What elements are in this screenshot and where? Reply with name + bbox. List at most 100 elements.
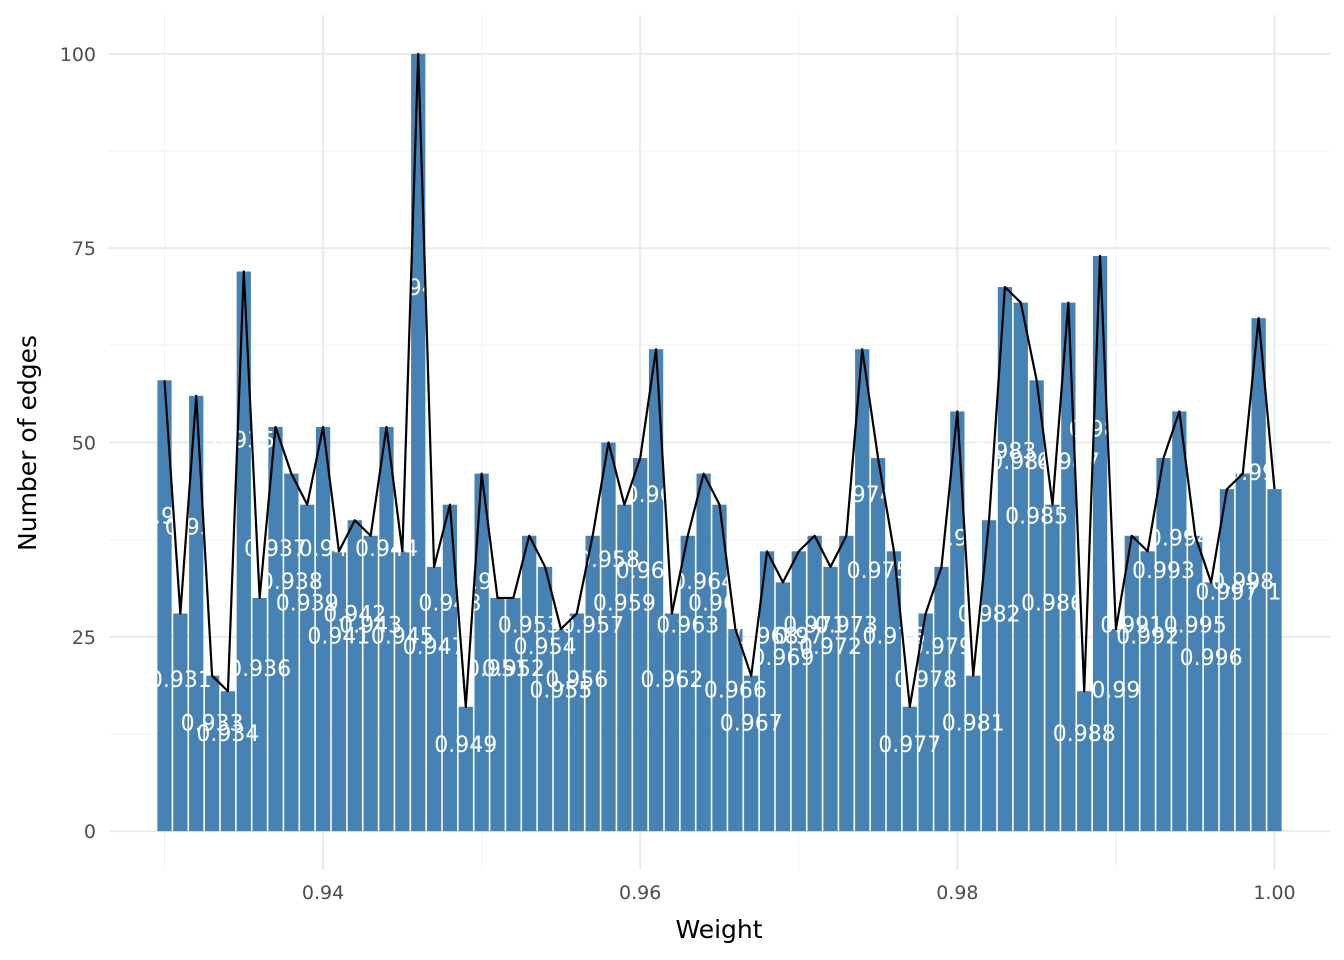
bar-label-0: 0.93 xyxy=(140,505,189,530)
x-axis-ticks: 0.94 0.96 0.98 1.00 xyxy=(302,882,1296,904)
bar-label-61: 0.991 xyxy=(1100,613,1163,638)
bar-label-56: 0.986 xyxy=(1021,592,1084,617)
bar-57 xyxy=(1061,302,1076,832)
bar-54 xyxy=(1013,302,1028,832)
bar-label-47: 0.977 xyxy=(878,733,941,758)
bar-67 xyxy=(1219,489,1235,832)
bar-label-67: 0.997 xyxy=(1195,581,1258,606)
y-tick-label-2: 50 xyxy=(72,433,96,455)
bar-61 xyxy=(1124,535,1139,832)
bar-48 xyxy=(918,613,933,832)
bar-label-12: 0.942 xyxy=(323,603,386,628)
bar-40 xyxy=(791,551,806,832)
bar-label-4: 0.934 xyxy=(196,722,259,747)
bar-65 xyxy=(1188,535,1203,832)
bar-70 xyxy=(1267,489,1282,832)
bar-label-69: 0.999 xyxy=(1227,461,1290,486)
bar-label-68: 0.998 xyxy=(1211,570,1274,595)
count-line xyxy=(163,52,1276,708)
bar-label-40: 0.97 xyxy=(774,624,823,649)
bar-label-1: 0.931 xyxy=(149,668,212,693)
bar-label-46: 0.976 xyxy=(862,624,925,649)
bar-30 xyxy=(633,458,648,832)
bar-label-60: 0.99 xyxy=(1091,679,1140,704)
bar-label-17: 0.947 xyxy=(403,635,466,660)
bar-62 xyxy=(1140,551,1155,832)
bar-64 xyxy=(1172,411,1187,832)
bar-label-62: 0.992 xyxy=(1116,624,1179,649)
bar-66 xyxy=(1203,582,1219,832)
bar-label-66: 0.996 xyxy=(1180,646,1243,671)
bar-52 xyxy=(981,520,997,832)
bar-69 xyxy=(1251,318,1266,832)
bar-label-41: 0.971 xyxy=(783,613,846,638)
bar-label-14: 0.944 xyxy=(355,537,418,562)
bar-label-20: 0.95 xyxy=(457,570,506,595)
bar-label-5: 0.935 xyxy=(212,428,275,453)
bar-label-26: 0.956 xyxy=(545,668,608,693)
bar-45 xyxy=(870,458,886,832)
bar-13 xyxy=(363,535,378,832)
bar-19 xyxy=(458,706,473,832)
bar-label-34: 0.964 xyxy=(672,570,735,595)
bar-14 xyxy=(379,426,394,832)
bar-58 xyxy=(1077,691,1092,832)
bar-label-32: 0.962 xyxy=(640,668,703,693)
y-tick-label-0: 0 xyxy=(84,821,96,843)
bar-15 xyxy=(395,551,410,832)
bar-6 xyxy=(252,597,267,832)
bar-35 xyxy=(712,504,727,832)
bar-label-43: 0.973 xyxy=(815,613,878,638)
bar-label-23: 0.953 xyxy=(498,613,561,638)
bar-27 xyxy=(585,535,600,832)
bar-34 xyxy=(696,473,711,832)
bar-label-64: 0.994 xyxy=(1148,526,1211,551)
bar-10 xyxy=(315,426,331,832)
bar-4 xyxy=(220,691,236,832)
bar-label-59: 0.989 xyxy=(1069,418,1132,443)
bar-label-55: 0.985 xyxy=(1005,505,1068,530)
bar-36 xyxy=(728,629,743,832)
bar-8 xyxy=(284,473,299,832)
bar-label-7: 0.937 xyxy=(244,537,307,562)
bar-label-63: 0.993 xyxy=(1132,559,1195,584)
bar-68 xyxy=(1235,473,1250,832)
bar-label-25: 0.955 xyxy=(529,679,592,704)
bar-label-70: 1 xyxy=(1268,581,1282,606)
x-tick-label-1: 0.96 xyxy=(619,882,661,904)
line-layer xyxy=(163,52,1276,708)
bar-label-21: 0.951 xyxy=(466,657,529,682)
bar-22 xyxy=(506,597,521,832)
bar-42 xyxy=(823,566,838,832)
bar-5 xyxy=(236,271,251,832)
x-tick-label-0: 0.94 xyxy=(302,882,344,904)
bar-56 xyxy=(1045,504,1060,832)
y-axis-ticks: 0 25 50 75 100 xyxy=(60,44,96,843)
bar-label-35: 0.965 xyxy=(688,592,751,617)
bar-label-6: 0.936 xyxy=(228,657,291,682)
bar-label-18: 0.948 xyxy=(418,592,481,617)
bar-label-31: 0.961 xyxy=(625,483,688,508)
bar-labels-layer: 0.930.9310.9320.9330.9340.9350.9360.9370… xyxy=(140,276,1290,758)
bar-label-15: 0.945 xyxy=(371,624,434,649)
y-tick-label-3: 75 xyxy=(72,238,96,260)
x-tick-label-3: 1.00 xyxy=(1253,882,1295,904)
bar-44 xyxy=(855,349,870,832)
bar-53 xyxy=(997,287,1013,832)
bar-label-13: 0.943 xyxy=(339,613,402,638)
bar-39 xyxy=(775,582,791,832)
bar-63 xyxy=(1156,458,1171,832)
bar-2 xyxy=(189,395,204,832)
bar-label-58: 0.988 xyxy=(1053,722,1116,747)
bar-label-11: 0.941 xyxy=(307,624,370,649)
bar-24 xyxy=(537,566,553,832)
y-tick-label-1: 25 xyxy=(72,627,96,649)
bar-51 xyxy=(966,675,981,832)
bar-9 xyxy=(300,504,315,832)
bar-59 xyxy=(1092,255,1108,832)
bar-label-33: 0.963 xyxy=(656,613,719,638)
bar-16 xyxy=(411,53,426,832)
bar-1 xyxy=(173,613,188,832)
bar-label-8: 0.938 xyxy=(260,570,323,595)
